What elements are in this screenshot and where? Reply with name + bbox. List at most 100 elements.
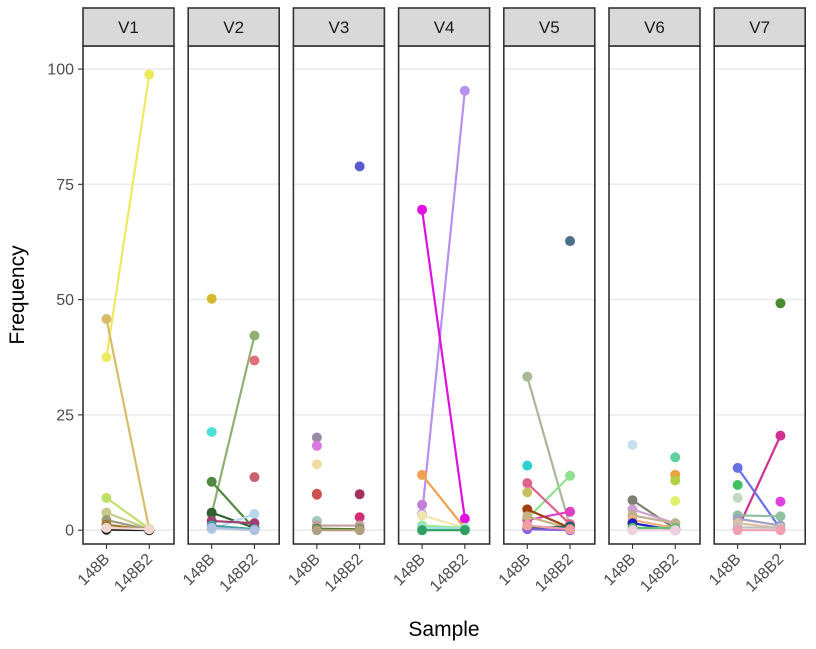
x-tick-label: 148B bbox=[706, 551, 744, 589]
y-tick-label: 100 bbox=[47, 62, 74, 79]
panel-background bbox=[503, 46, 595, 544]
series-line bbox=[736, 466, 782, 530]
series-line bbox=[420, 524, 466, 529]
panel-background bbox=[83, 46, 174, 544]
panel-background bbox=[714, 46, 806, 544]
data-point bbox=[565, 506, 576, 517]
data-point bbox=[627, 439, 638, 450]
series-line bbox=[105, 317, 151, 531]
x-tick-label: 148B2 bbox=[427, 551, 472, 596]
data-point bbox=[249, 509, 260, 520]
data-point bbox=[249, 525, 260, 536]
series-line bbox=[526, 524, 572, 531]
data-point bbox=[522, 487, 533, 498]
data-point bbox=[206, 426, 217, 437]
series-line bbox=[420, 473, 466, 530]
series-line bbox=[210, 511, 256, 529]
data-point bbox=[144, 69, 155, 80]
series-line bbox=[105, 526, 151, 531]
strip-label: V2 bbox=[223, 18, 244, 37]
y-tick-label: 25 bbox=[56, 407, 74, 424]
data-point bbox=[101, 352, 112, 363]
series-line bbox=[210, 524, 256, 531]
data-point bbox=[775, 511, 786, 522]
series-line bbox=[210, 526, 256, 532]
data-point bbox=[101, 492, 112, 503]
panel-background bbox=[293, 46, 385, 544]
data-point bbox=[459, 525, 470, 536]
data-point bbox=[459, 85, 470, 96]
series-line bbox=[210, 519, 256, 525]
strip-header bbox=[713, 7, 807, 47]
data-point bbox=[775, 496, 786, 507]
series-line bbox=[420, 208, 466, 520]
data-point bbox=[144, 524, 155, 535]
strip-header bbox=[187, 7, 280, 47]
x-tick-label: 148B bbox=[285, 551, 323, 589]
strip-label: V3 bbox=[329, 18, 350, 37]
series-line bbox=[105, 73, 151, 359]
data-point bbox=[732, 492, 743, 503]
data-point bbox=[311, 432, 322, 443]
data-point bbox=[101, 522, 112, 533]
series-line bbox=[631, 514, 677, 525]
series-line bbox=[526, 508, 572, 529]
strip-label: V5 bbox=[539, 18, 560, 37]
data-point bbox=[417, 204, 428, 215]
data-point bbox=[670, 475, 681, 486]
data-point bbox=[417, 510, 428, 521]
data-point bbox=[565, 524, 576, 535]
x-tick-label: 148B2 bbox=[322, 551, 367, 596]
series-line bbox=[420, 514, 466, 529]
series-line bbox=[526, 375, 572, 528]
series-line bbox=[105, 511, 151, 531]
data-point bbox=[249, 355, 260, 366]
series-line bbox=[526, 482, 572, 526]
series-line bbox=[631, 522, 677, 532]
data-point bbox=[459, 513, 470, 524]
y-tick-label: 75 bbox=[56, 177, 74, 194]
series-line bbox=[420, 526, 466, 530]
series-line bbox=[736, 517, 782, 527]
strip-label: V6 bbox=[644, 18, 665, 37]
x-tick-label: 148B2 bbox=[111, 551, 156, 596]
data-point bbox=[522, 520, 533, 531]
data-point bbox=[775, 430, 786, 441]
data-point bbox=[354, 525, 365, 536]
series-line bbox=[736, 434, 782, 531]
series-line bbox=[210, 480, 256, 530]
panel-background bbox=[188, 46, 280, 544]
data-point bbox=[732, 479, 743, 490]
data-point bbox=[249, 330, 260, 341]
data-point bbox=[522, 478, 533, 489]
data-point bbox=[354, 161, 365, 172]
x-tick-label: 148B bbox=[601, 551, 639, 589]
x-tick-label: 148B2 bbox=[637, 551, 682, 596]
data-point bbox=[101, 313, 112, 324]
series-line bbox=[736, 514, 782, 518]
data-point bbox=[206, 476, 217, 487]
data-point bbox=[206, 507, 217, 518]
strip-header bbox=[397, 7, 491, 47]
data-point bbox=[206, 293, 217, 304]
data-point bbox=[522, 511, 533, 522]
y-axis-title: Frequency bbox=[6, 245, 29, 345]
strip-header bbox=[292, 7, 386, 47]
strip-label: V1 bbox=[118, 18, 139, 37]
data-point bbox=[206, 522, 217, 533]
data-point bbox=[311, 525, 322, 536]
series-line bbox=[631, 518, 677, 529]
x-tick-label: 148B bbox=[180, 551, 218, 589]
data-point bbox=[775, 298, 786, 309]
x-tick-label: 148B2 bbox=[532, 551, 577, 596]
data-point bbox=[249, 472, 260, 483]
data-point bbox=[417, 469, 428, 480]
data-point bbox=[522, 460, 533, 471]
data-point bbox=[417, 499, 428, 510]
